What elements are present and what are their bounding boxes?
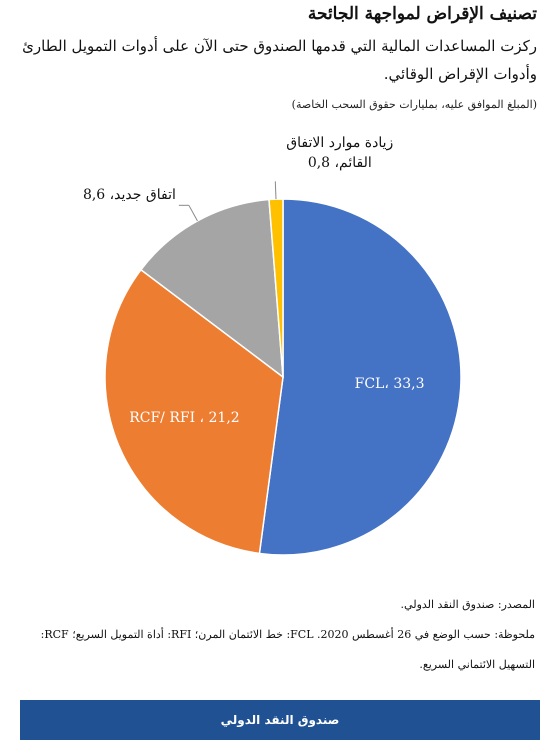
chart-subtitle: ركزت المساعدات المالية التي قدمها الصندو… (22, 37, 537, 83)
pie-chart (104, 181, 462, 556)
leader-line (274, 181, 277, 200)
unit-note: (المبلغ الموافق عليه، بمليارات حقوق السح… (291, 98, 537, 111)
data-label: RCF/ RFI ، 21,2 (129, 410, 240, 427)
data-label: زيادة موارد الاتفاق القائم، 0,8 (286, 135, 394, 172)
data-label: اتفاق جديد، 8,6 (82, 187, 176, 204)
footer: صندوق النقد الدولي (20, 700, 540, 740)
pie-slice (104, 268, 284, 555)
note: ملحوظة: حسب الوضع في 26 أغسطس 2020. FCL:… (40, 628, 535, 671)
source: المصدر: صندوق النقد الدولي. (400, 598, 535, 611)
pie-slice (258, 198, 462, 556)
data-label: FCL، 33,3 (354, 376, 425, 393)
leader-line (188, 205, 198, 222)
chart-title: تصنيف الإقراض لمواجهة الجائحة (307, 4, 537, 24)
